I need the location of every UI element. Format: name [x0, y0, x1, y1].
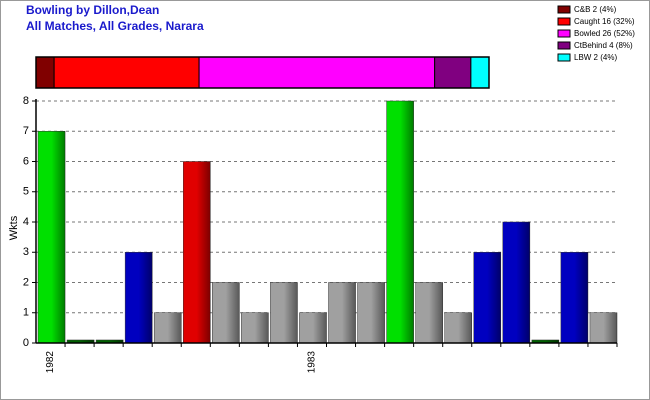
bar-shade	[109, 339, 124, 343]
share-segment	[35, 56, 55, 89]
bar-shade	[429, 282, 443, 343]
x-tick-label: 1982	[45, 351, 56, 374]
y-tick-label: 1	[23, 307, 29, 319]
bar-shade	[312, 312, 327, 343]
y-tick-label: 7	[23, 125, 29, 137]
y-axis-label: Wkts	[8, 215, 20, 240]
legend-swatch	[557, 29, 571, 38]
bar-shade	[138, 252, 153, 343]
legend-swatch	[557, 41, 571, 50]
bar-shade	[196, 161, 211, 343]
share-segment	[470, 56, 490, 89]
bar-shade	[51, 131, 66, 343]
y-tick-label: 2	[23, 276, 29, 288]
bar-shade	[400, 101, 414, 343]
bar-shade	[254, 312, 269, 343]
bar-shade	[458, 312, 472, 343]
y-tick-label: 3	[23, 246, 29, 258]
y-tick-label: 0	[23, 337, 29, 349]
legend-label: Bowled 26 (52%)	[574, 29, 635, 38]
bar-shade	[371, 282, 385, 343]
y-tick-label: 6	[23, 155, 29, 167]
y-tick-label: 5	[23, 186, 29, 198]
legend-swatch	[557, 5, 571, 14]
y-tick-label: 8	[23, 95, 29, 107]
chart-title: Bowling by Dillon,Dean	[26, 3, 159, 17]
bar-shade	[80, 339, 95, 343]
bar-shade	[574, 252, 588, 343]
bar-shade	[603, 312, 617, 343]
bar-shade	[516, 222, 530, 343]
bar-shade	[225, 282, 240, 343]
bar-shade	[342, 282, 356, 343]
bar-shade	[487, 252, 501, 343]
share-segment	[53, 56, 200, 89]
y-tick-label: 4	[23, 216, 29, 228]
legend-label: LBW 2 (4%)	[574, 53, 617, 62]
chart-subtitle: All Matches, All Grades, Narara	[26, 19, 204, 33]
legend-label: CtBehind 4 (8%)	[574, 41, 633, 50]
legend-label: Caught 16 (32%)	[574, 17, 635, 26]
bar-shade	[283, 282, 298, 343]
bar-shade	[545, 339, 559, 343]
bar-shade	[167, 312, 182, 343]
x-tick-label: 1983	[307, 351, 318, 374]
share-segment	[198, 56, 436, 89]
legend-label: C&B 2 (4%)	[574, 5, 617, 14]
legend-swatch	[557, 17, 571, 26]
share-segment	[434, 56, 472, 89]
legend-swatch	[557, 53, 571, 62]
share-bar-outline	[35, 56, 490, 89]
